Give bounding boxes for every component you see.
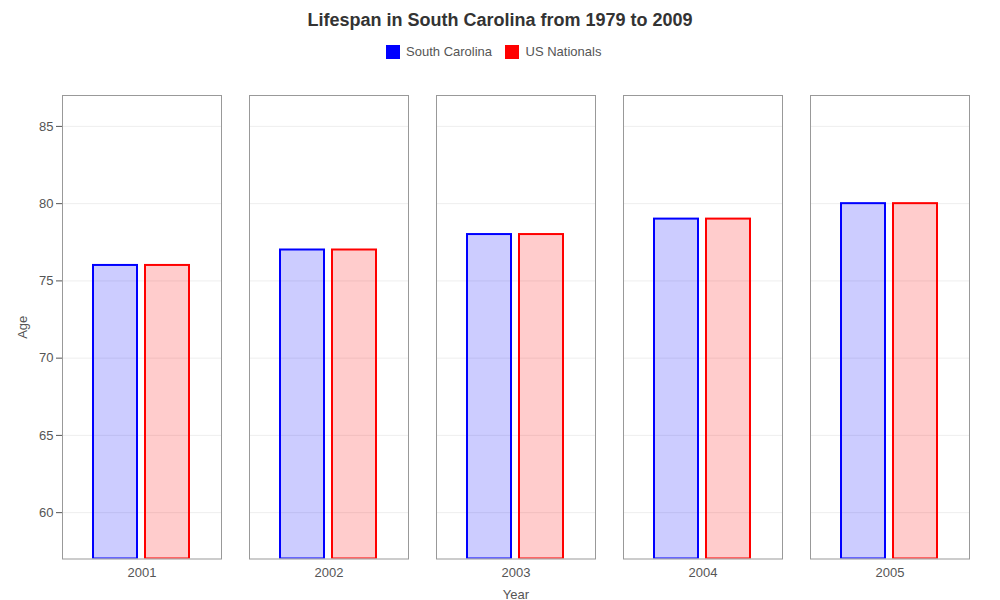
svg-text:2005: 2005 [876,565,905,580]
html-text:South Carolina: South Carolina [406,44,493,59]
svg-text:Age: Age [15,315,30,338]
svg-text:2002: 2002 [315,565,344,580]
svg-text:60: 60 [39,504,53,519]
html-text:Lifespan in South Carolina fro: Lifespan in South Carolina from 1979 to … [307,10,693,30]
svg-text:2001: 2001 [128,565,157,580]
svg-text:65: 65 [39,427,53,442]
svg-text:85: 85 [39,118,53,133]
html-text:US Nationals: US Nationals [525,44,602,59]
svg-text:75: 75 [39,273,53,288]
svg-text:70: 70 [39,350,53,365]
svg-text:80: 80 [39,195,53,210]
svg-text:Year: Year [503,587,530,600]
svg-text:2004: 2004 [689,565,718,580]
svg-text:2003: 2003 [502,565,531,580]
